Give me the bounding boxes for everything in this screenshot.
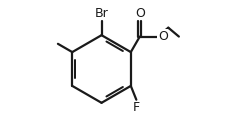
Text: F: F	[133, 101, 140, 114]
Text: O: O	[135, 7, 145, 20]
Text: O: O	[158, 30, 168, 43]
Text: Br: Br	[95, 7, 108, 20]
